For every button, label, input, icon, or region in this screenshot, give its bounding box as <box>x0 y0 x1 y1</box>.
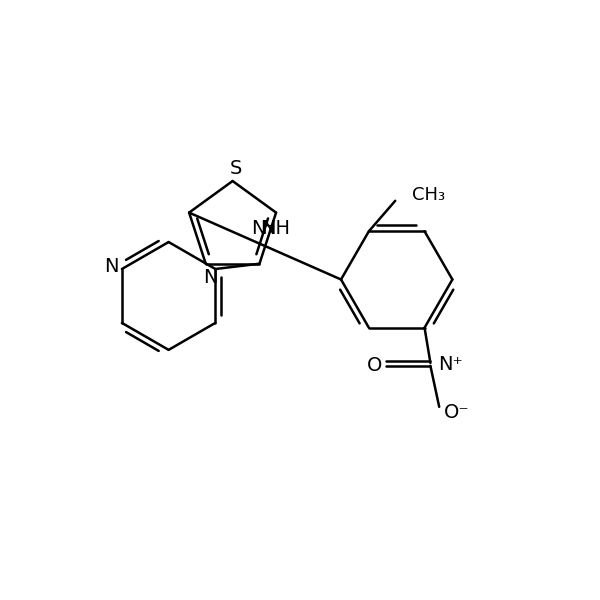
Text: NH: NH <box>261 219 290 238</box>
Text: N: N <box>104 257 119 275</box>
Text: N: N <box>203 268 218 287</box>
Text: N⁺: N⁺ <box>439 355 463 374</box>
Text: CH₃: CH₃ <box>412 186 445 204</box>
Text: N: N <box>251 219 265 238</box>
Text: O: O <box>367 356 382 376</box>
Text: H: H <box>261 220 275 238</box>
Text: O⁻: O⁻ <box>444 403 470 422</box>
Text: S: S <box>229 158 242 178</box>
